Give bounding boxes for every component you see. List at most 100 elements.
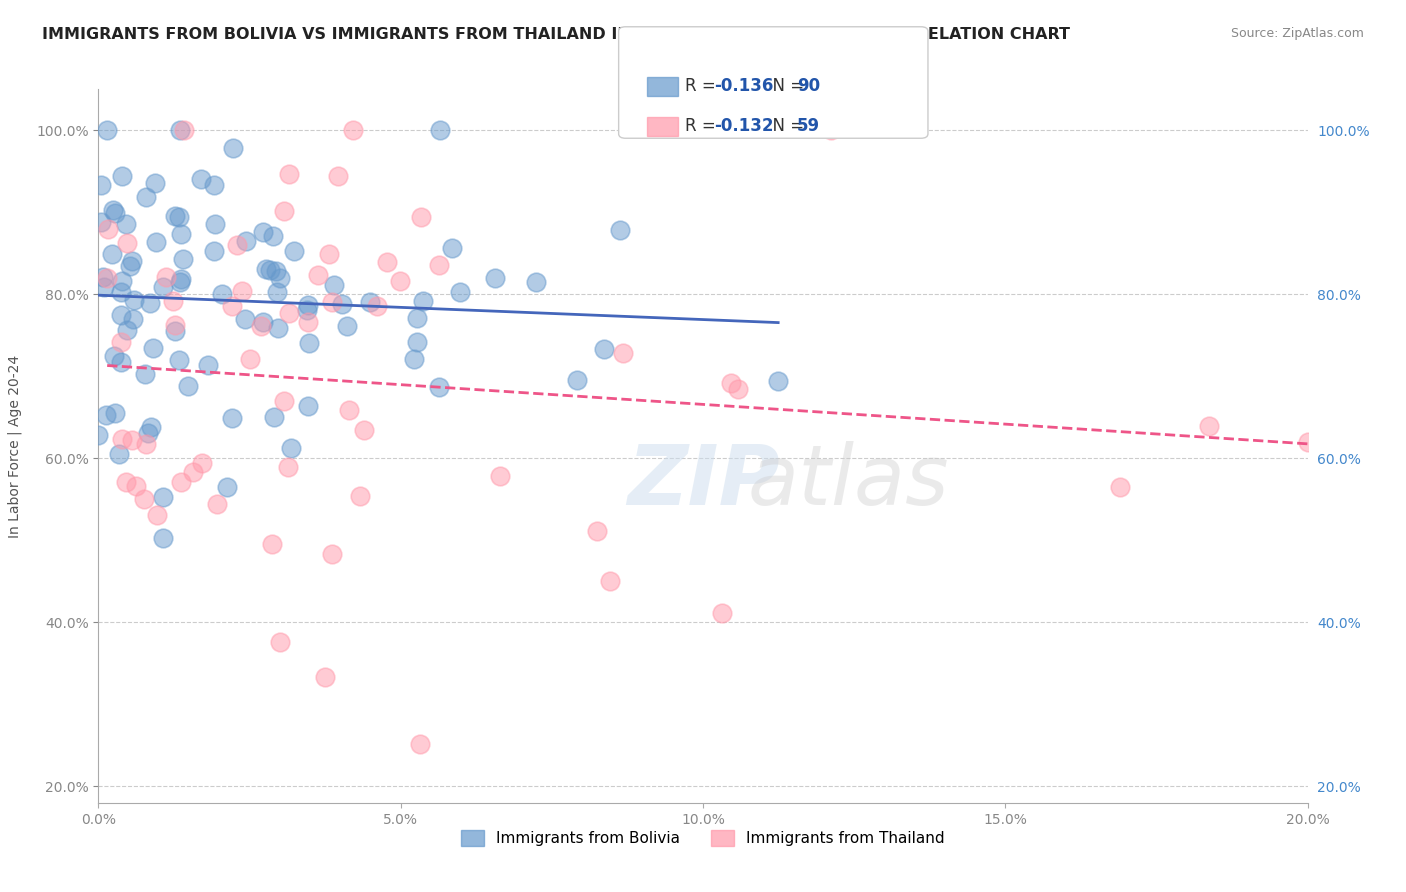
Immigrants from Bolivia — [233, 312, 256, 326]
Immigrants from Bolivia — [359, 295, 381, 310]
Immigrants from Bolivia — [204, 217, 226, 231]
Immigrants from Bolivia — [197, 358, 219, 372]
Immigrants from Bolivia — [114, 217, 136, 231]
Immigrants from Thailand — [342, 123, 364, 137]
Immigrants from Thailand — [221, 299, 243, 313]
Immigrants from Bolivia — [108, 447, 131, 461]
Immigrants from Bolivia — [259, 262, 281, 277]
Immigrants from Bolivia — [169, 276, 191, 290]
Immigrants from Bolivia — [118, 260, 141, 274]
Immigrants from Bolivia — [101, 247, 124, 261]
Immigrants from Bolivia — [163, 324, 186, 338]
Immigrants from Thailand — [226, 238, 249, 252]
Immigrants from Thailand — [585, 524, 607, 538]
Immigrants from Bolivia — [297, 298, 319, 312]
Immigrants from Thailand — [110, 433, 132, 447]
Immigrants from Bolivia — [593, 342, 616, 356]
Text: R =: R = — [685, 77, 721, 95]
Immigrants from Thailand — [231, 284, 253, 298]
Immigrants from Bolivia — [138, 295, 160, 310]
Immigrants from Bolivia — [104, 406, 127, 420]
Y-axis label: In Labor Force | Age 20-24: In Labor Force | Age 20-24 — [7, 354, 22, 538]
Immigrants from Thailand — [321, 294, 343, 309]
Immigrants from Bolivia — [142, 342, 165, 356]
Immigrants from Bolivia — [172, 252, 194, 266]
Immigrants from Bolivia — [135, 190, 157, 204]
Immigrants from Bolivia — [252, 225, 274, 239]
Immigrants from Bolivia — [266, 285, 288, 300]
Immigrants from Bolivia — [152, 531, 174, 545]
Immigrants from Bolivia — [115, 323, 138, 337]
Immigrants from Thailand — [96, 270, 118, 285]
Immigrants from Bolivia — [404, 351, 426, 366]
Immigrants from Thailand — [125, 479, 148, 493]
Immigrants from Thailand — [297, 314, 319, 328]
Immigrants from Thailand — [97, 222, 120, 236]
Immigrants from Thailand — [260, 536, 283, 550]
Immigrants from Thailand — [1198, 418, 1220, 433]
Immigrants from Bolivia — [134, 367, 156, 381]
Immigrants from Bolivia — [429, 123, 451, 137]
Immigrants from Bolivia — [111, 169, 134, 183]
Immigrants from Bolivia — [169, 272, 191, 286]
Immigrants from Thailand — [239, 351, 262, 366]
Immigrants from Bolivia — [427, 380, 450, 394]
Immigrants from Bolivia — [152, 491, 174, 505]
Immigrants from Bolivia — [484, 271, 506, 285]
Immigrants from Bolivia — [90, 178, 112, 193]
Immigrants from Bolivia — [96, 408, 118, 422]
Immigrants from Thailand — [278, 305, 301, 319]
Immigrants from Thailand — [146, 508, 169, 523]
Immigrants from Bolivia — [567, 373, 589, 387]
Immigrants from Thailand — [427, 258, 450, 272]
Immigrants from Bolivia — [449, 285, 471, 300]
Immigrants from Thailand — [1296, 434, 1319, 449]
Immigrants from Thailand — [326, 169, 349, 183]
Immigrants from Bolivia — [283, 244, 305, 259]
Immigrants from Thailand — [488, 468, 510, 483]
Immigrants from Bolivia — [122, 312, 145, 326]
Immigrants from Bolivia — [295, 302, 318, 317]
Immigrants from Bolivia — [91, 269, 114, 284]
Immigrants from Thailand — [1109, 480, 1132, 494]
Immigrants from Thailand — [135, 437, 157, 451]
Immigrants from Bolivia — [266, 264, 288, 278]
Immigrants from Thailand — [250, 318, 273, 333]
Text: -0.136: -0.136 — [714, 77, 773, 95]
Immigrants from Thailand — [269, 635, 291, 649]
Immigrants from Bolivia — [110, 285, 132, 299]
Immigrants from Bolivia — [104, 206, 127, 220]
Immigrants from Thailand — [273, 393, 295, 408]
Immigrants from Bolivia — [103, 349, 125, 363]
Text: IMMIGRANTS FROM BOLIVIA VS IMMIGRANTS FROM THAILAND IN LABOR FORCE | AGE 20-24 C: IMMIGRANTS FROM BOLIVIA VS IMMIGRANTS FR… — [42, 27, 1070, 43]
Immigrants from Bolivia — [87, 428, 110, 442]
Text: N =: N = — [762, 77, 810, 95]
Immigrants from Thailand — [318, 247, 340, 261]
Immigrants from Thailand — [277, 460, 299, 475]
Immigrants from Bolivia — [167, 211, 190, 225]
Immigrants from Thailand — [163, 318, 186, 333]
Immigrants from Thailand — [277, 168, 299, 182]
Immigrants from Bolivia — [169, 123, 191, 137]
Immigrants from Bolivia — [124, 293, 146, 307]
Immigrants from Thailand — [121, 433, 143, 447]
Immigrants from Bolivia — [96, 123, 118, 137]
Immigrants from Bolivia — [143, 176, 166, 190]
Text: Source: ZipAtlas.com: Source: ZipAtlas.com — [1230, 27, 1364, 40]
Text: N =: N = — [762, 117, 810, 135]
Immigrants from Bolivia — [766, 374, 789, 388]
Immigrants from Bolivia — [297, 336, 319, 351]
Immigrants from Bolivia — [280, 441, 302, 455]
Text: R =: R = — [685, 117, 721, 135]
Immigrants from Bolivia — [235, 234, 257, 248]
Immigrants from Thailand — [273, 204, 295, 219]
Immigrants from Bolivia — [177, 379, 200, 393]
Immigrants from Bolivia — [121, 253, 143, 268]
Immigrants from Thailand — [720, 376, 742, 390]
Immigrants from Bolivia — [254, 262, 277, 277]
Immigrants from Bolivia — [440, 240, 463, 254]
Text: 90: 90 — [797, 77, 820, 95]
Immigrants from Thailand — [170, 475, 193, 489]
Immigrants from Thailand — [353, 423, 375, 437]
Immigrants from Thailand — [321, 547, 343, 561]
